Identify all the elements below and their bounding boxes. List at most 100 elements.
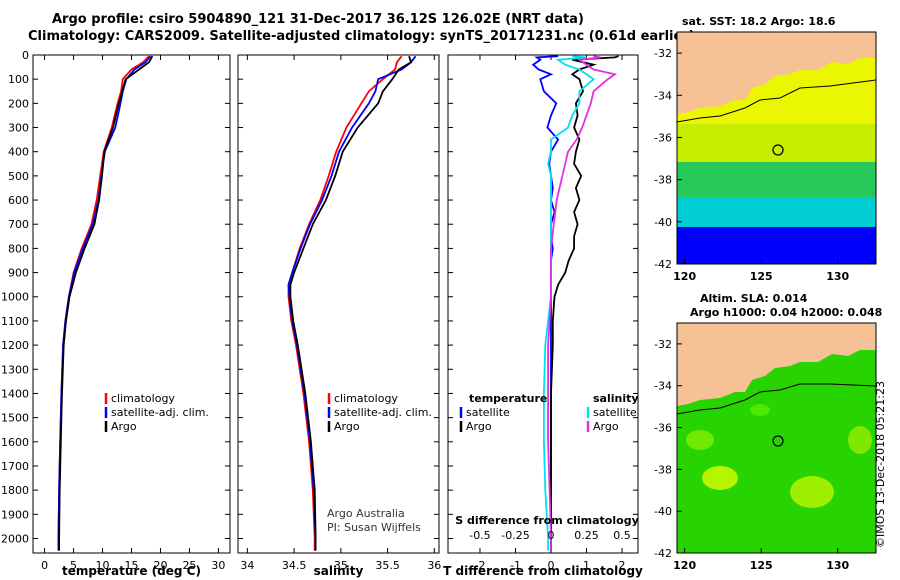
x-tick-label: 5 (70, 559, 77, 572)
secondary-x-tick-label: 0.5 (613, 529, 631, 542)
y-tick-label: 600 (8, 194, 29, 207)
sst-map-title: sat. SST: 18.2 Argo: 18.6 (682, 15, 836, 28)
plot-frame (447, 54, 639, 554)
y-tick-label: 1800 (1, 484, 29, 497)
sst-land (677, 32, 876, 114)
legend-label: satellite-adj. clim. (111, 406, 209, 419)
map-lat-label: -40 (654, 505, 672, 518)
sla-contour (676, 383, 877, 415)
legend-title: temperature (469, 392, 547, 405)
sst-float-marker (772, 144, 784, 156)
sst-map-frame (676, 31, 877, 265)
map-lat-label: -38 (654, 174, 672, 187)
x-tick-label: 20 (153, 559, 167, 572)
legend-label: climatology (111, 392, 175, 405)
x-tick-label: 35.5 (375, 559, 400, 572)
x-axis-label: temperature (deg C) (62, 564, 201, 578)
y-tick-label: 900 (8, 267, 29, 280)
sst-band-lime (677, 124, 876, 162)
map-lon-label: 125 (750, 270, 773, 283)
secondary-x-tick-label: -0.5 (469, 529, 490, 542)
salinity-panel: 34 34.5 35 35.5 36 salinity climatologysatelli… (237, 54, 441, 578)
sla-land (677, 323, 876, 406)
map-lat-label: -36 (654, 131, 672, 144)
y-tick-label: 400 (8, 146, 29, 159)
sla-blob (790, 476, 834, 508)
map-lon-label: 120 (673, 270, 696, 283)
x-tick-label: 2 (619, 559, 626, 572)
legend-label: Argo (334, 420, 360, 433)
sla-blob (702, 466, 738, 490)
x-tick-label: -2 (474, 559, 485, 572)
map-lon-label: 130 (826, 270, 849, 283)
salinity-diff-argo-line (547, 55, 618, 551)
x-tick-label: 36 (427, 559, 441, 572)
map-lat-label: -38 (654, 463, 672, 476)
figure-title-line-2: Climatology: CARS2009. Satellite-adjuste… (28, 29, 695, 44)
x-tick-label: 25 (182, 559, 196, 572)
y-tick-label: 200 (8, 97, 29, 110)
x-tick-label: 0 (41, 559, 48, 572)
temperature-series-line (58, 55, 154, 551)
y-tick-label: 1200 (1, 339, 29, 352)
y-tick-label: 1000 (1, 291, 29, 304)
plot-frame (237, 54, 440, 554)
y-tick-label: 700 (8, 218, 29, 231)
figure-title-line-1: Argo profile: csiro 5904890_121 31-Dec-2… (52, 12, 584, 27)
y-tick-label: 1500 (1, 412, 29, 425)
x-tick-label: 34.5 (282, 559, 307, 572)
salinity-diff-satellite-line (543, 55, 596, 551)
y-tick-label: 1900 (1, 508, 29, 521)
temperature-panel: 0100200300400500600700800900100011001200… (1, 49, 231, 578)
secondary-x-tick-label: 0.25 (574, 529, 599, 542)
map-lat-label: -40 (654, 216, 672, 229)
x-tick-label: 15 (125, 559, 139, 572)
x-axis-label: salinity (314, 564, 364, 578)
x-tick-label: 30 (211, 559, 225, 572)
map-lon-label: 120 (673, 559, 696, 572)
y-tick-label: 1600 (1, 436, 29, 449)
legend-label: Argo (466, 420, 492, 433)
y-tick-label: 1300 (1, 363, 29, 376)
sst-contour (676, 79, 877, 123)
salinity-series-line (289, 55, 413, 551)
y-tick-label: 1400 (1, 387, 29, 400)
legend-label: Argo (111, 420, 137, 433)
map-lat-label: -34 (654, 89, 672, 102)
secondary-x-axis-label: S difference from climatology (455, 514, 639, 527)
y-tick-label: 800 (8, 242, 29, 255)
difference-panel: -2 -1 0 1 2T difference from climatology -0.5… (443, 54, 643, 578)
y-tick-label: 300 (8, 122, 29, 135)
y-tick-label: 1700 (1, 460, 29, 473)
sst-band-green (677, 162, 876, 197)
x-tick-label: 0 (547, 559, 554, 572)
sla-float-marker (772, 435, 784, 447)
map-lat-label: -34 (654, 380, 672, 393)
legend-label: satellite (466, 406, 510, 419)
legend-label: satellite-adj. clim. (334, 406, 432, 419)
sst-band-cyan (677, 197, 876, 227)
x-tick-label: 35 (334, 559, 348, 572)
map-lon-label: 130 (826, 559, 849, 572)
map-lat-label: -42 (654, 547, 672, 560)
x-axis-label: T difference from climatology (443, 564, 643, 578)
x-tick-label: 1 (583, 559, 590, 572)
secondary-x-tick-label: -0.25 (501, 529, 529, 542)
y-tick-label: 2000 (1, 532, 29, 545)
sla-map-title-1: Altim. SLA: 0.014 (700, 292, 808, 305)
map-lat-label: -32 (654, 47, 672, 60)
credit-pi: PI: Susan Wijffels (327, 521, 421, 534)
sla-blob (686, 430, 714, 450)
sla-map-frame (676, 322, 877, 554)
y-tick-label: 500 (8, 170, 29, 183)
legend-title: salinity (593, 392, 639, 405)
map-lat-label: -36 (654, 422, 672, 435)
x-tick-label: 34 (240, 559, 254, 572)
legend-label: satellite (593, 406, 637, 419)
map-lat-label: -32 (654, 338, 672, 351)
y-tick-label: 0 (22, 49, 29, 62)
temperature-diff-argo-line (550, 55, 619, 551)
imos-timestamp: ©IMOS 13-Dec-2018 05:21:23 (874, 381, 887, 548)
sst-band-blue (677, 227, 876, 264)
